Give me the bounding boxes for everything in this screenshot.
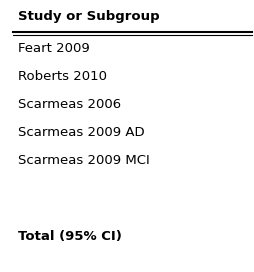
Text: Scarmeas 2009 MCI: Scarmeas 2009 MCI: [18, 154, 150, 167]
Text: Scarmeas 2006: Scarmeas 2006: [18, 98, 121, 111]
Text: Study or Subgroup: Study or Subgroup: [18, 10, 160, 23]
Text: Total (95% CI): Total (95% CI): [18, 230, 122, 243]
Text: Feart 2009: Feart 2009: [18, 42, 90, 55]
Text: Roberts 2010: Roberts 2010: [18, 70, 107, 83]
Text: Scarmeas 2009 AD: Scarmeas 2009 AD: [18, 126, 145, 139]
